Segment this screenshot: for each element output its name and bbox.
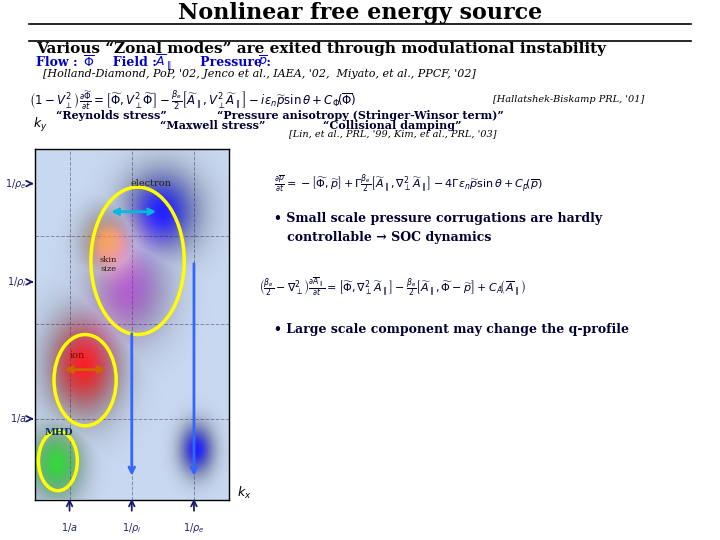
Text: $1/\rho_i$: $1/\rho_i$ [122,521,142,535]
Text: • Large scale component may change the q-profile: • Large scale component may change the q… [274,323,629,336]
Text: [Lin, et al., PRL, '99, Kim, et al., PRL, '03]: [Lin, et al., PRL, '99, Kim, et al., PRL… [289,130,496,138]
Text: $k_x$: $k_x$ [237,484,251,501]
Text: $1/\rho_e$: $1/\rho_e$ [183,521,204,535]
Text: $\overline{\Phi}$: $\overline{\Phi}$ [83,55,94,70]
Text: ion: ion [70,351,85,360]
Text: Field :: Field : [104,56,162,69]
Text: $\left(1-V_{\perp}^{2}\right)\frac{\partial\widetilde{\Phi}}{\partial t}=\left[\: $\left(1-V_{\perp}^{2}\right)\frac{\part… [29,88,356,112]
Text: $1/\rho_i$: $1/\rho_i$ [7,275,27,289]
Text: electron: electron [131,179,171,188]
Text: $1/a$: $1/a$ [61,521,78,534]
Text: • Small scale pressure corrugations are hardly
   controllable → SOC dynamics: • Small scale pressure corrugations are … [274,212,602,244]
Text: “Pressure anisotropy (Stringer-Winsor term)”: “Pressure anisotropy (Stringer-Winsor te… [217,110,503,120]
Text: “Maxwell stress”: “Maxwell stress” [160,120,265,131]
Text: $\overline{p}$: $\overline{p}$ [258,54,268,70]
Text: $k_y$: $k_y$ [33,117,48,134]
Text: $1/\rho_e$: $1/\rho_e$ [5,177,27,191]
Text: MHD: MHD [45,428,73,437]
Text: Nonlinear free energy source: Nonlinear free energy source [178,3,542,24]
Text: $\overline{A}_{\parallel}$: $\overline{A}_{\parallel}$ [155,52,171,72]
Text: [Hallatshek-Biskamp PRL, '01]: [Hallatshek-Biskamp PRL, '01] [493,96,644,104]
Text: [Holland-Diamond, PoP, '02, Jenco et al., IAEA, '02,  Miyato, et al., PPCF, '02]: [Holland-Diamond, PoP, '02, Jenco et al.… [43,69,476,79]
Text: Pressure :: Pressure : [187,56,276,69]
Text: Various “Zonal modes” are exited through modulational instability: Various “Zonal modes” are exited through… [36,42,606,56]
Text: “Reynolds stress”: “Reynolds stress” [56,110,167,120]
Text: $\frac{\partial\overline{p}}{\partial t}=-\left[\widetilde{\Phi},\widetilde{p}\r: $\frac{\partial\overline{p}}{\partial t}… [274,172,542,195]
Text: “Collisional damping”: “Collisional damping” [323,120,462,131]
Text: $1/a$: $1/a$ [10,412,27,426]
Text: skin
size: skin size [100,256,117,273]
Text: $\left(\frac{\beta_{e}}{2}-\nabla_{\perp}^{2}\right)\frac{\partial\overline{A}_{: $\left(\frac{\beta_{e}}{2}-\nabla_{\perp… [259,275,526,298]
Text: Flow :: Flow : [36,56,82,69]
